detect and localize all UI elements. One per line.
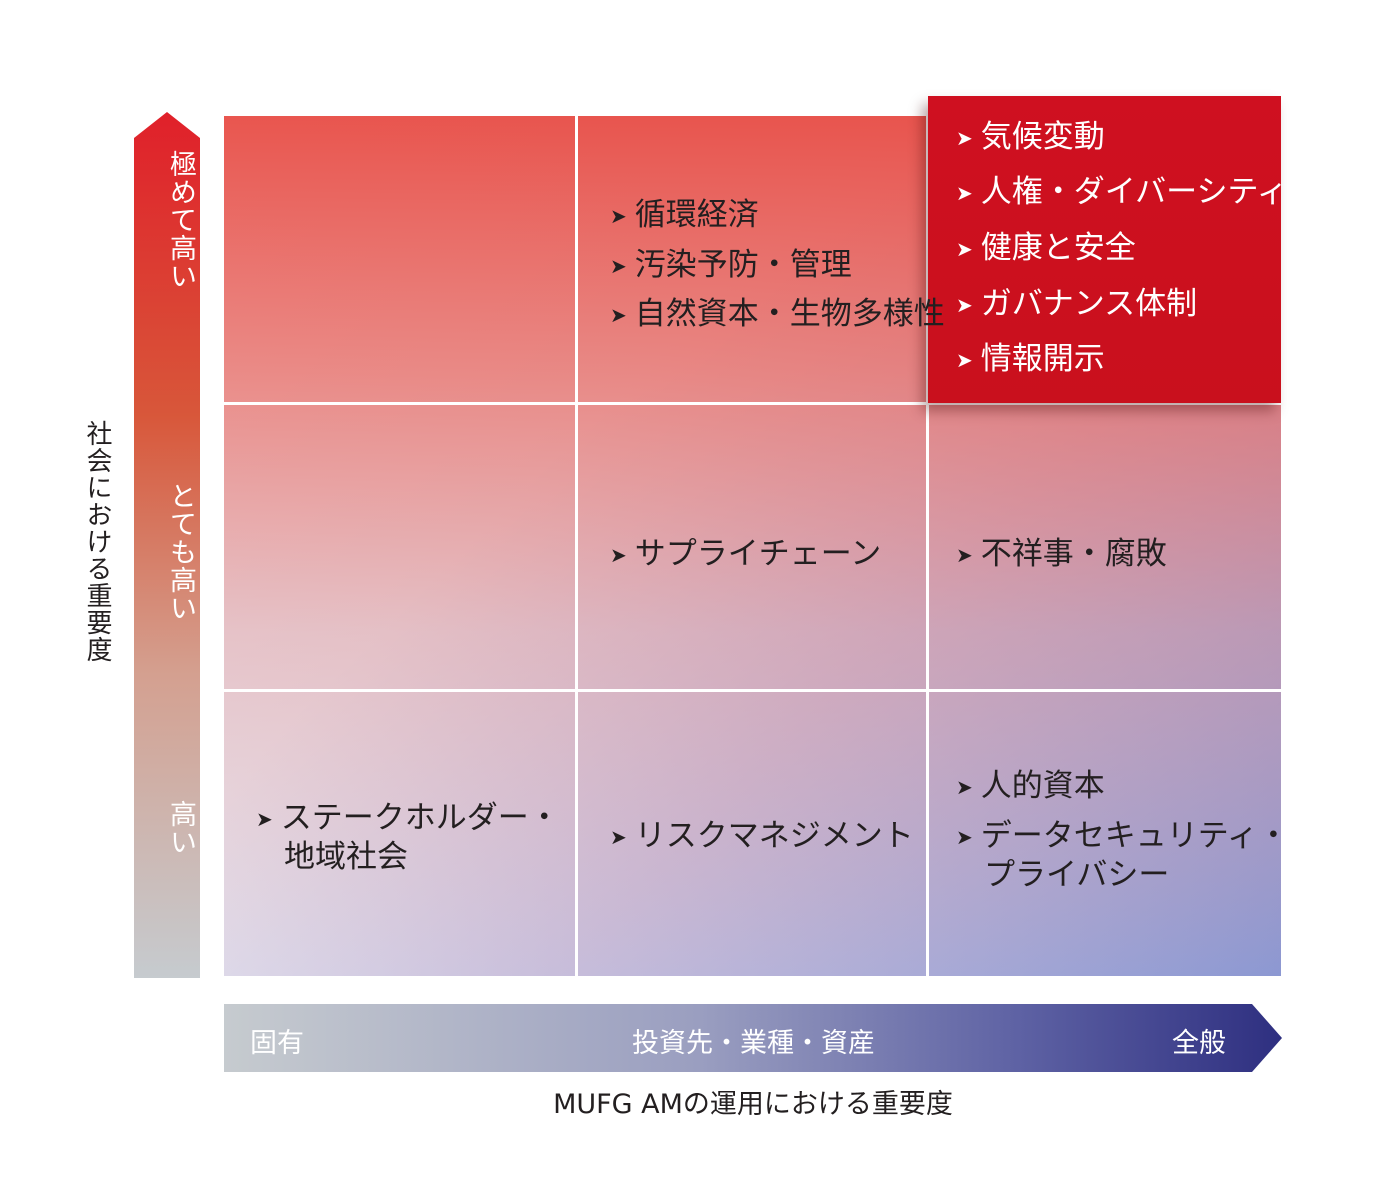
list-item: ➤ 気候変動 <box>956 119 1105 155</box>
list-item: ➤ 不祥事・腐敗 <box>956 536 1167 572</box>
x-level-investee: 投資先・業種・資産 <box>632 1028 875 1059</box>
grid-divider <box>926 116 929 976</box>
list-item: ➤ リスクマネジメント <box>610 818 914 854</box>
arrow-bullet-icon: ➤ <box>610 204 627 228</box>
list-item: ➤ ガバナンス体制 <box>956 286 1198 322</box>
x-axis-arrow <box>224 1004 1282 1072</box>
arrow-bullet-icon: ➤ <box>956 126 973 150</box>
arrow-bullet-icon: ➤ <box>956 825 973 849</box>
list-item: ➤ データセキュリティ・ プライバシー <box>956 818 1289 893</box>
grid-divider <box>224 402 1281 405</box>
arrow-bullet-icon: ➤ <box>610 303 627 327</box>
y-axis-title: 社会における重要度 <box>82 420 112 663</box>
y-level-very-high: とても高い <box>165 482 196 622</box>
list-item: ➤ 循環経済 <box>610 197 759 233</box>
arrow-bullet-icon: ➤ <box>956 237 973 261</box>
x-level-general: 全般 <box>1172 1028 1226 1059</box>
y-level-high: 高い <box>165 800 196 856</box>
list-item: ➤ 人権・ダイバーシティ <box>956 174 1288 210</box>
arrow-bullet-icon: ➤ <box>610 543 627 567</box>
list-item: ➤ 汚染予防・管理 <box>610 247 852 283</box>
list-item: ➤ 自然資本・生物多様性 <box>610 296 945 332</box>
grid-divider <box>224 689 1281 692</box>
arrow-bullet-icon: ➤ <box>956 293 973 317</box>
cell-top-right-highlight <box>928 96 1281 403</box>
arrow-bullet-icon: ➤ <box>956 348 973 372</box>
arrow-bullet-icon: ➤ <box>956 181 973 205</box>
arrow-bullet-icon: ➤ <box>256 807 273 831</box>
y-axis-arrow <box>134 112 200 978</box>
x-level-specific: 固有 <box>250 1028 304 1059</box>
list-item: ➤ 情報開示 <box>956 341 1105 377</box>
grid-divider <box>575 116 578 976</box>
y-level-extremely-high: 極めて高い <box>165 150 196 290</box>
arrow-bullet-icon: ➤ <box>610 254 627 278</box>
x-axis-title: MUFG AMの運用における重要度 <box>553 1089 953 1120</box>
list-item: ➤ ステークホルダー・ 地域社会 <box>256 800 560 875</box>
arrow-bullet-icon: ➤ <box>956 543 973 567</box>
list-item: ➤ 健康と安全 <box>956 230 1136 266</box>
arrow-bullet-icon: ➤ <box>956 775 973 799</box>
arrow-bullet-icon: ➤ <box>610 825 627 849</box>
list-item: ➤ 人的資本 <box>956 768 1105 804</box>
list-item: ➤ サプライチェーン <box>610 536 882 572</box>
